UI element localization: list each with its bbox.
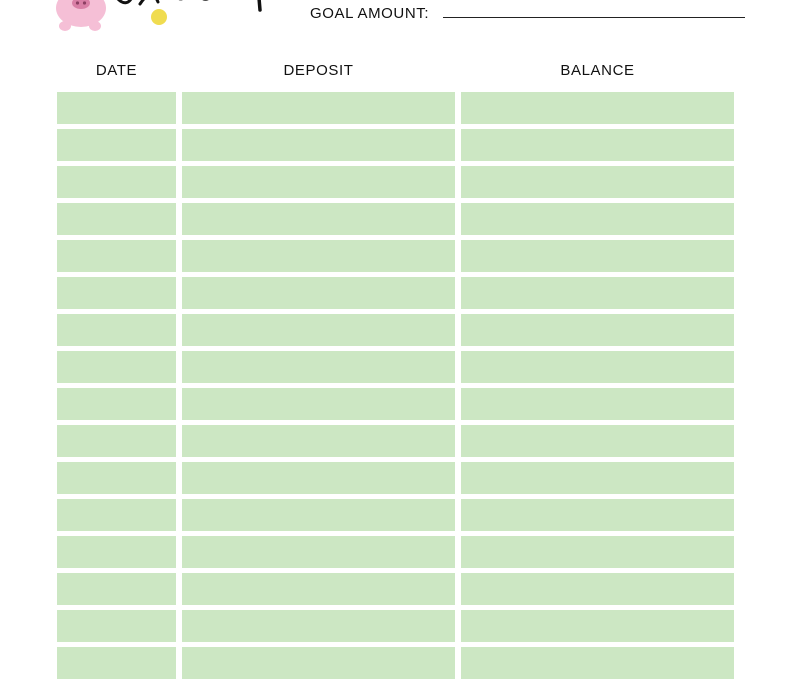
table-row [0, 573, 791, 605]
pig-icon [56, 0, 106, 31]
balance-cell[interactable] [461, 129, 734, 161]
balance-cell[interactable] [461, 351, 734, 383]
table-row [0, 277, 791, 309]
balance-cell[interactable] [461, 314, 734, 346]
column-header-balance: BALANCE [560, 62, 635, 79]
balance-cell[interactable] [461, 92, 734, 124]
balance-cell[interactable] [461, 166, 734, 198]
balance-cell[interactable] [461, 647, 734, 679]
deposit-cell[interactable] [182, 277, 455, 309]
balance-cell[interactable] [461, 462, 734, 494]
column-header-deposit: DEPOSIT [283, 62, 354, 79]
deposit-cell[interactable] [182, 203, 455, 235]
table-row [0, 462, 791, 494]
balance-cell[interactable] [461, 610, 734, 642]
date-cell[interactable] [57, 351, 176, 383]
deposit-cell[interactable] [182, 647, 455, 679]
deposit-cell[interactable] [182, 129, 455, 161]
table-row [0, 129, 791, 161]
script-title-graphic [116, 0, 262, 12]
table-row [0, 166, 791, 198]
table-row [0, 610, 791, 642]
deposit-cell[interactable] [182, 425, 455, 457]
date-cell[interactable] [57, 240, 176, 272]
deposit-cell[interactable] [182, 240, 455, 272]
date-cell[interactable] [57, 462, 176, 494]
date-cell[interactable] [57, 388, 176, 420]
goal-amount-label: GOAL AMOUNT: [310, 5, 430, 22]
balance-cell[interactable] [461, 573, 734, 605]
date-cell[interactable] [57, 425, 176, 457]
date-cell[interactable] [57, 647, 176, 679]
table-row [0, 388, 791, 420]
table-row [0, 203, 791, 235]
table-row [0, 536, 791, 568]
table-row [0, 92, 791, 124]
table-row [0, 647, 791, 679]
date-cell[interactable] [57, 536, 176, 568]
deposit-cell[interactable] [182, 314, 455, 346]
date-cell[interactable] [57, 166, 176, 198]
deposit-cell[interactable] [182, 573, 455, 605]
goal-amount-line [443, 17, 745, 18]
table-row [0, 351, 791, 383]
date-cell[interactable] [57, 277, 176, 309]
table-row [0, 240, 791, 272]
header: GOAL AMOUNT: [0, 0, 791, 40]
balance-cell[interactable] [461, 425, 734, 457]
balance-cell[interactable] [461, 499, 734, 531]
deposit-cell[interactable] [182, 462, 455, 494]
date-cell[interactable] [57, 314, 176, 346]
date-cell[interactable] [57, 203, 176, 235]
column-header-date: DATE [95, 62, 138, 79]
table-row [0, 314, 791, 346]
balance-cell[interactable] [461, 203, 734, 235]
balance-cell[interactable] [461, 388, 734, 420]
date-cell[interactable] [57, 129, 176, 161]
balance-cell[interactable] [461, 536, 734, 568]
deposit-cell[interactable] [182, 92, 455, 124]
deposit-cell[interactable] [182, 610, 455, 642]
deposit-cell[interactable] [182, 166, 455, 198]
date-cell[interactable] [57, 499, 176, 531]
deposit-cell[interactable] [182, 351, 455, 383]
balance-cell[interactable] [461, 240, 734, 272]
date-cell[interactable] [57, 573, 176, 605]
coin-icon [151, 9, 167, 25]
deposit-cell[interactable] [182, 499, 455, 531]
table-row [0, 425, 791, 457]
balance-cell[interactable] [461, 277, 734, 309]
date-cell[interactable] [57, 610, 176, 642]
deposit-cell[interactable] [182, 388, 455, 420]
table-row [0, 499, 791, 531]
date-cell[interactable] [57, 92, 176, 124]
deposit-cell[interactable] [182, 536, 455, 568]
